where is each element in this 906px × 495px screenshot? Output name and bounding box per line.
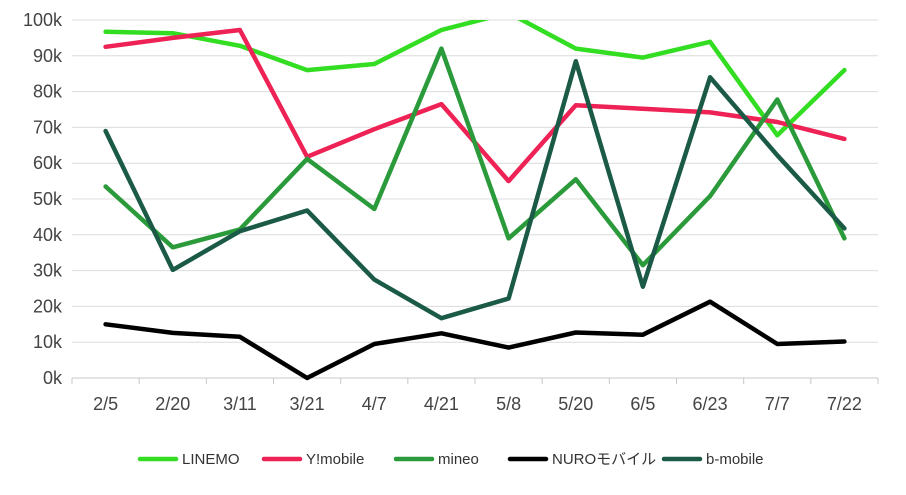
x-tick-label: 3/21	[290, 394, 325, 414]
x-tick-label: 2/20	[155, 394, 190, 414]
x-axis: 2/5 2/20 3/11 3/21 4/7 4/21 5/8 5/20 6/5 6/23 7/7 7…	[71, 378, 879, 414]
x-tick-label: 6/5	[630, 394, 655, 414]
legend: LINEMO Y!mobile mineo NUROモバイル b-mobile	[137, 451, 764, 468]
y-tick-label: 50k	[33, 189, 63, 209]
y-tick-label: 100k	[23, 10, 63, 30]
series-line-3	[103, 299, 847, 381]
series-line-4	[103, 58, 847, 321]
legend-label: LINEMO	[182, 451, 240, 468]
x-tick-label: 5/20	[558, 394, 593, 414]
y-tick-label: 0k	[43, 368, 63, 388]
y-tick-label: 40k	[33, 225, 63, 245]
x-tick-label: 3/11	[223, 394, 257, 414]
x-tick-label: 2/5	[93, 394, 118, 414]
series-lines	[103, 20, 847, 381]
legend-label: NUROモバイル	[552, 451, 656, 468]
y-tick-label: 70k	[33, 117, 63, 137]
y-tick-label: 90k	[33, 46, 63, 66]
x-tick-label: 7/22	[827, 394, 862, 414]
x-tick-label: 4/21	[424, 394, 459, 414]
y-tick-label: 80k	[33, 82, 63, 102]
series-line-0	[103, 20, 847, 138]
x-tick-label: 6/23	[693, 394, 728, 414]
grid-lines	[72, 19, 878, 379]
legend-label: Y!mobile	[306, 451, 364, 468]
legend-label: b-mobile	[706, 451, 764, 468]
y-tick-label: 10k	[33, 332, 63, 352]
legend-label: mineo	[438, 451, 479, 468]
y-axis: 0k 10k 20k 30k 40k 50k 60k 70k 80k 90k 100k	[23, 10, 63, 388]
x-tick-label: 7/7	[765, 394, 790, 414]
y-tick-label: 30k	[33, 261, 63, 281]
y-tick-label: 60k	[33, 153, 63, 173]
y-tick-label: 20k	[33, 296, 63, 316]
series-line-2	[103, 46, 847, 268]
x-tick-label: 4/7	[362, 394, 387, 414]
x-tick-label: 5/8	[496, 394, 521, 414]
